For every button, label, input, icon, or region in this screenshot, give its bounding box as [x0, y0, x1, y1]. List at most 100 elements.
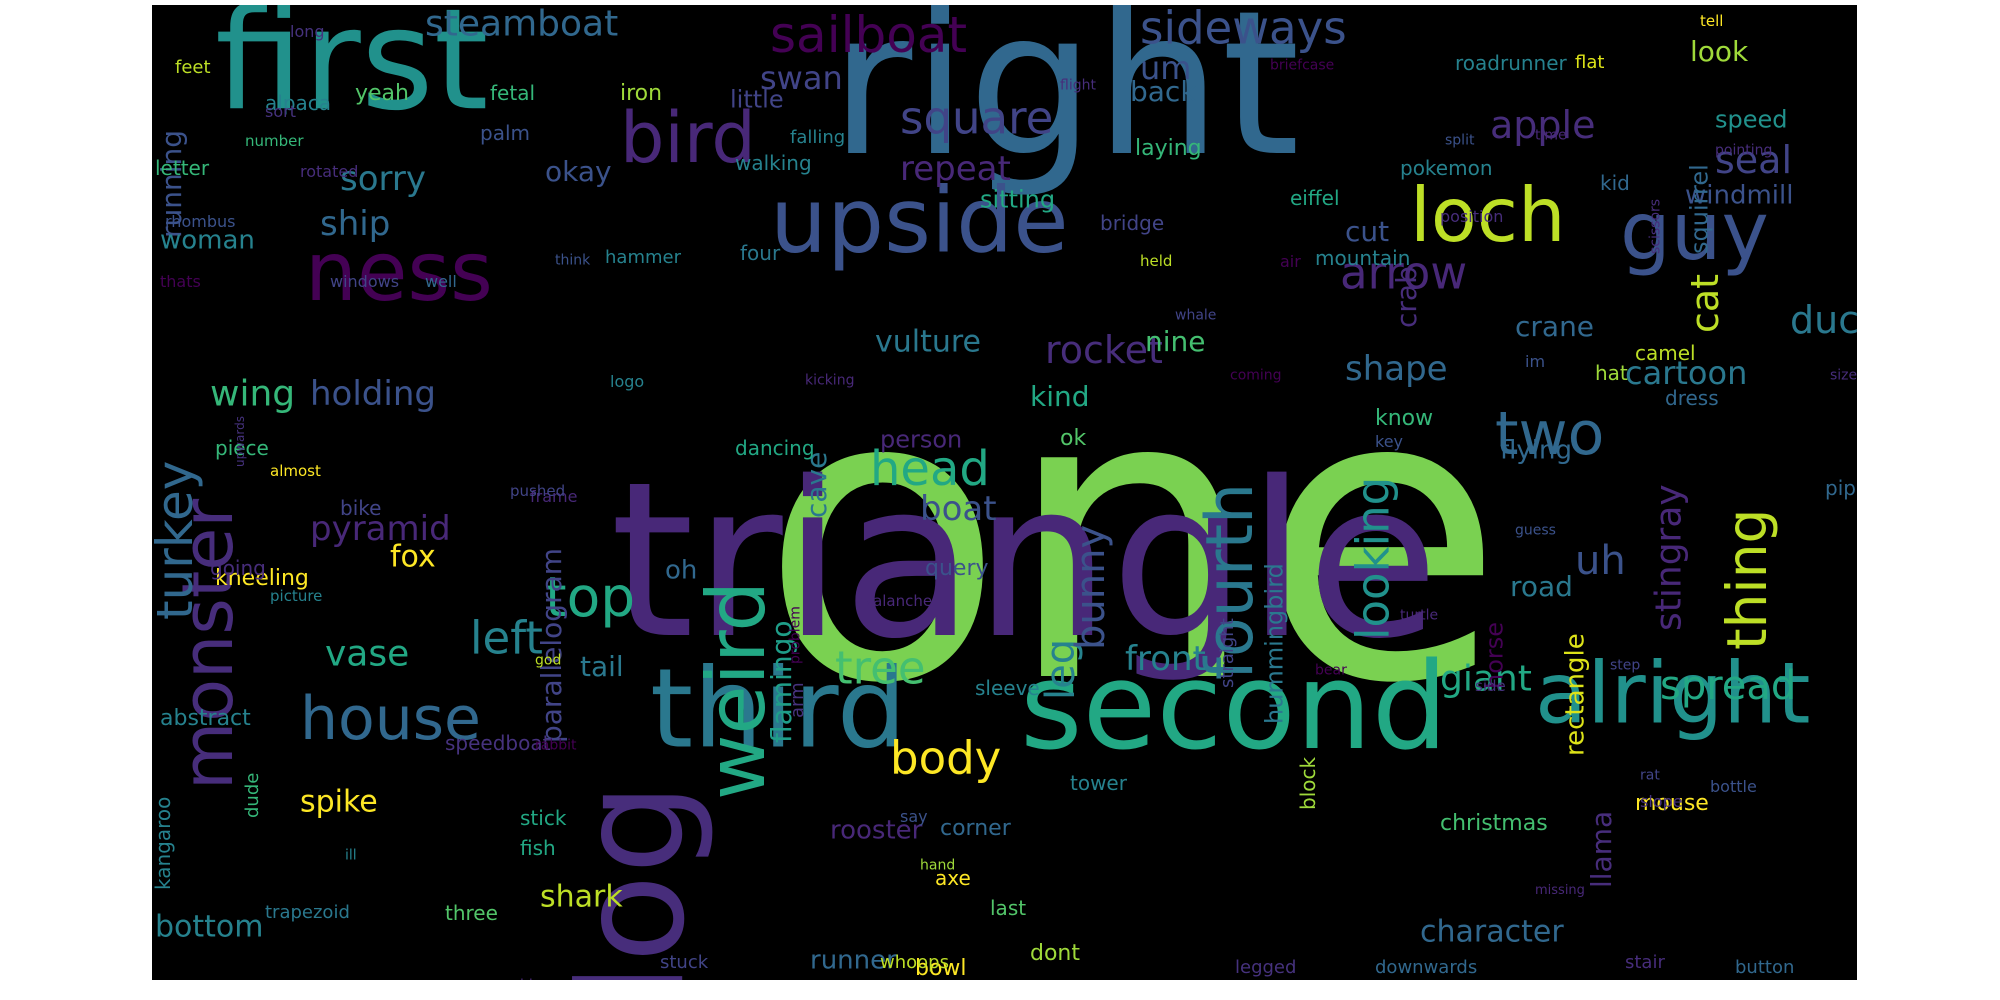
- word-windows: windows: [330, 272, 399, 291]
- word-stair: stair: [1625, 952, 1665, 973]
- word-number: number: [245, 132, 304, 150]
- word-abstract: abstract: [160, 706, 251, 731]
- word-air: air: [1280, 252, 1301, 271]
- word-steamboat: steamboat: [425, 4, 618, 45]
- word-hammer: hammer: [605, 247, 682, 268]
- word-rotated: rotated: [300, 162, 358, 181]
- word-bird: bird: [620, 97, 756, 179]
- word-turtle: turtle: [1400, 608, 1438, 624]
- word-downwards: downwards: [1375, 957, 1477, 978]
- word-rectangle: rectangle: [1560, 633, 1590, 756]
- word-left: left: [470, 612, 543, 665]
- word-piece: piece: [215, 436, 269, 460]
- word-held: held: [1140, 252, 1172, 270]
- word-christmas: christmas: [1440, 811, 1548, 836]
- word-kind: kind: [1030, 380, 1090, 413]
- word-ill: ill: [345, 848, 357, 864]
- word-upside: upside: [770, 168, 1069, 273]
- word-time: time: [1535, 128, 1567, 144]
- word-rocket: rocket: [1045, 328, 1163, 372]
- word-palm: palm: [480, 121, 530, 145]
- word-hat: hat: [1595, 361, 1628, 385]
- word-god: god: [535, 653, 561, 669]
- word-rabbit: rabbit: [535, 738, 577, 754]
- word-position: position: [1440, 207, 1503, 226]
- word-ok: ok: [1060, 426, 1086, 451]
- word-bottom: bottom: [155, 910, 264, 945]
- word-swan: swan: [760, 59, 843, 97]
- word-dress: dress: [1665, 386, 1719, 410]
- word-hand: hand: [920, 858, 955, 874]
- word-yeah: yeah: [355, 81, 409, 106]
- word-llama: llama: [1585, 811, 1618, 888]
- word-sitting: sitting: [980, 186, 1055, 214]
- word-briefcase: briefcase: [1270, 58, 1334, 74]
- word-leg: leg: [1038, 639, 1084, 700]
- word-flying: flying: [1500, 435, 1572, 465]
- word-bottle: bottle: [1710, 777, 1757, 796]
- word-pushed: pushed: [510, 482, 565, 500]
- word-two: two: [1495, 399, 1604, 469]
- word-thing: thing: [1715, 509, 1779, 650]
- word-camel: camel: [1635, 341, 1696, 365]
- word-house: house: [300, 684, 481, 754]
- word-dancing: dancing: [735, 436, 815, 460]
- word-flat: flat: [1575, 52, 1604, 73]
- word-long: long: [290, 22, 325, 41]
- word-shark: shark: [540, 880, 623, 915]
- word-third: third: [650, 645, 907, 773]
- word-giant: giant: [1440, 659, 1532, 700]
- word-problem: problem: [788, 606, 804, 664]
- word-flight: flight: [1060, 78, 1096, 94]
- word-last: last: [990, 896, 1026, 920]
- word-seal: seal: [1715, 138, 1792, 182]
- word-holding: holding: [310, 374, 436, 414]
- word-horse: horse: [1481, 622, 1509, 689]
- word-size: size: [1830, 368, 1857, 384]
- word-bowl: bowl: [915, 956, 967, 981]
- word-character: character: [1420, 915, 1564, 950]
- word-squirrel: squirrel: [1686, 164, 1714, 254]
- word-person: person: [880, 426, 962, 454]
- word-rhombus: rhombus: [165, 212, 235, 231]
- word-alright: alright: [1535, 644, 1810, 743]
- word-crab: crab: [1390, 266, 1423, 328]
- word-crane: crane: [1515, 310, 1594, 343]
- word-windmill: windmill: [1685, 180, 1793, 210]
- word-coming: coming: [1230, 368, 1282, 384]
- word-wing: wing: [210, 374, 295, 415]
- word-repeat: repeat: [900, 149, 1011, 189]
- word-trapezoid: trapezoid: [265, 902, 350, 923]
- word-bike: bike: [340, 496, 381, 520]
- word-apple: apple: [1490, 103, 1595, 147]
- word-guy: guy: [1620, 185, 1769, 278]
- word-fox: fox: [390, 540, 436, 575]
- word-oh: oh: [665, 555, 697, 585]
- word-pokemon: pokemon: [1400, 156, 1493, 180]
- word-looking: looking: [1347, 477, 1400, 640]
- word-iron: iron: [620, 81, 662, 106]
- word-roadrunner: roadrunner: [1455, 51, 1568, 75]
- word-kneeling: kneeling: [215, 566, 309, 591]
- word-hummingbird: hummingbird: [1261, 563, 1289, 724]
- word-mouse: mouse: [1635, 791, 1709, 816]
- word-kangaroo: kangaroo: [151, 797, 175, 890]
- word-shape: shape: [1345, 349, 1448, 389]
- word-back: back: [1130, 75, 1197, 108]
- word-know: know: [1375, 406, 1433, 431]
- word-almost: almost: [270, 462, 321, 480]
- word-think: think: [555, 253, 591, 269]
- word-um: um: [1140, 49, 1191, 87]
- word-scissors: scissors: [1648, 199, 1664, 254]
- word-body: body: [890, 732, 1001, 785]
- word-side: side: [1475, 677, 1506, 695]
- word-legged: legged: [1235, 957, 1296, 978]
- word-step: step: [1610, 658, 1640, 674]
- word-ship: ship: [320, 204, 390, 244]
- word-spike: spike: [300, 785, 378, 820]
- word-three: three: [445, 901, 498, 925]
- word-parallelogram: parallelogram: [535, 548, 568, 743]
- word-feet: feet: [175, 57, 211, 78]
- word-uh: uh: [1575, 538, 1626, 584]
- word-little: little: [730, 86, 784, 114]
